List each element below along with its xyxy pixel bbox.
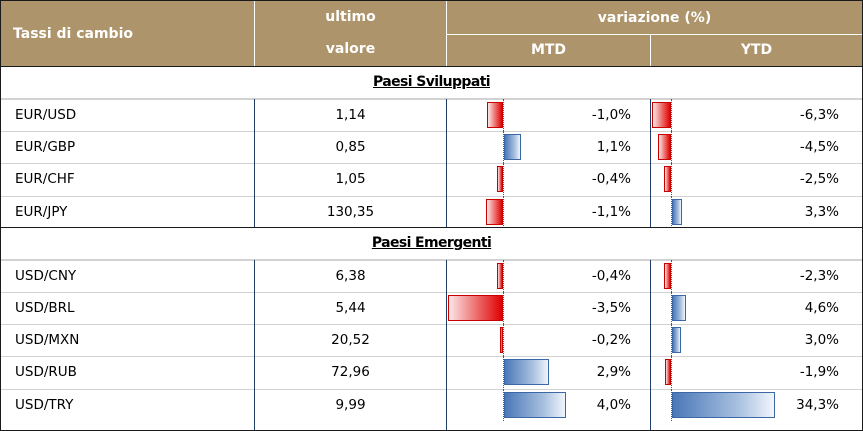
mtd-value: -0,4% — [591, 268, 631, 284]
ytd-bar — [652, 102, 671, 128]
mtd-bar — [504, 359, 550, 385]
ytd-value: -1,9% — [799, 364, 839, 380]
ytd-value: 34,3% — [796, 397, 839, 413]
header-last-value-line1: ultimo — [325, 9, 376, 25]
mtd-value: -1,0% — [591, 107, 631, 123]
pair-label: USD/MXN — [15, 332, 80, 348]
ytd-bar — [664, 263, 671, 289]
pair-label: EUR/JPY — [15, 204, 68, 220]
pair-label: EUR/CHF — [15, 171, 75, 187]
last-value: 130,35 — [326, 204, 375, 220]
last-value: 5,44 — [335, 300, 366, 316]
ytd-value: 4,6% — [804, 300, 839, 316]
mtd-bar — [487, 102, 503, 128]
last-value: 0,85 — [335, 139, 366, 155]
ytd-bar — [657, 134, 671, 160]
section-title-text: Paesi Emergenti — [371, 234, 492, 251]
mtd-value: 4,0% — [596, 397, 631, 413]
ytd-value: -6,3% — [799, 107, 839, 123]
section-title: Paesi Sviluppati — [1, 74, 862, 90]
mtd-bar — [496, 166, 503, 192]
ytd-bar — [672, 199, 682, 225]
mtd-value: -1,1% — [591, 204, 631, 220]
header-ytd: YTD — [740, 42, 773, 58]
ytd-value: 3,0% — [804, 332, 839, 348]
section-title-text: Paesi Sviluppati — [373, 74, 491, 90]
header-change-group: variazione (%) — [597, 10, 712, 26]
header-mtd: MTD — [530, 42, 567, 58]
mtd-value: -0,2% — [591, 332, 631, 348]
ytd-bar — [663, 166, 671, 192]
section-title: Paesi Emergenti — [1, 235, 862, 251]
ytd-bar — [672, 327, 681, 353]
ytd-value: 3,3% — [804, 204, 839, 220]
ytd-bar — [672, 295, 686, 321]
pair-label: EUR/GBP — [15, 139, 76, 155]
header-last-value-line2: valore — [325, 41, 376, 57]
last-value: 1,05 — [335, 171, 366, 187]
pair-label: EUR/USD — [15, 107, 77, 123]
mtd-bar — [485, 199, 503, 225]
ytd-value: -4,5% — [799, 139, 839, 155]
last-value: 1,14 — [335, 107, 366, 123]
mtd-bar — [504, 134, 522, 160]
ytd-bar — [665, 359, 671, 385]
mtd-bar — [504, 392, 567, 418]
pair-label: USD/RUB — [15, 364, 77, 380]
last-value: 72,96 — [331, 364, 370, 380]
last-value: 20,52 — [331, 332, 370, 348]
pair-label: USD/BRL — [15, 300, 75, 316]
mtd-bar — [499, 327, 503, 353]
last-value: 6,38 — [335, 268, 366, 284]
ytd-value: -2,5% — [799, 171, 839, 187]
mtd-value: -0,4% — [591, 171, 631, 187]
mtd-bar — [448, 295, 503, 321]
mtd-bar — [496, 263, 503, 289]
mtd-value: 1,1% — [596, 139, 631, 155]
pair-label: USD/TRY — [15, 397, 74, 413]
ytd-bar — [672, 392, 775, 418]
table-header: Tassi di cambio ultimo valore variazione… — [1, 1, 862, 66]
mtd-value: 2,9% — [596, 364, 631, 380]
pair-label: USD/CNY — [15, 268, 77, 284]
mtd-value: -3,5% — [591, 300, 631, 316]
ytd-value: -2,3% — [799, 268, 839, 284]
last-value: 9,99 — [335, 397, 366, 413]
header-pair: Tassi di cambio — [13, 25, 133, 42]
